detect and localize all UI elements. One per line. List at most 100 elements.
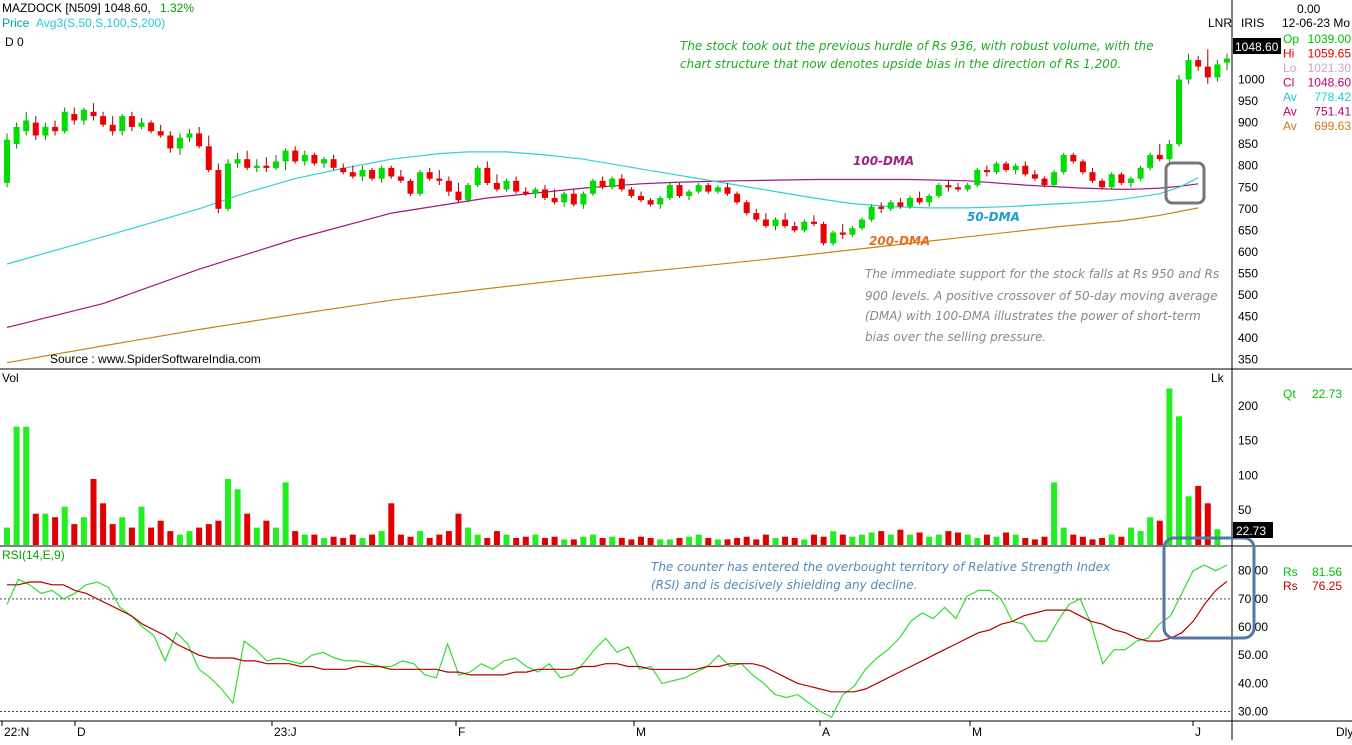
- volume-bar: [801, 539, 808, 545]
- candle: [359, 165, 366, 181]
- volume-bar: [157, 520, 164, 545]
- candle: [628, 187, 635, 199]
- volume-bar: [100, 503, 107, 545]
- volume-bar: [436, 534, 443, 545]
- qt-label: Qt: [1283, 387, 1296, 401]
- candle: [32, 116, 39, 140]
- candle: [340, 163, 347, 175]
- candle: [618, 174, 625, 192]
- candle: [647, 198, 654, 207]
- candle: [301, 150, 308, 166]
- breakout-note-line1: The stock took out the previous hurdle o…: [680, 39, 1154, 53]
- candle: [90, 103, 97, 121]
- candle: [926, 193, 933, 207]
- candle: [100, 111, 107, 127]
- candle: [964, 182, 971, 192]
- volume-bar: [1137, 531, 1144, 545]
- candle: [974, 167, 981, 188]
- volume-bar: [1070, 534, 1077, 545]
- rsi-note-line1: The counter has entered the overbought t…: [651, 560, 1111, 574]
- candle: [561, 191, 568, 207]
- candle: [474, 165, 481, 188]
- ohlc-value: 1021.30: [1308, 61, 1352, 75]
- volume-bar: [1185, 496, 1192, 545]
- candle: [196, 126, 203, 149]
- volume-bar: [734, 538, 741, 545]
- date-tick-label: M: [972, 725, 982, 739]
- volume-bar: [782, 536, 789, 545]
- candle: [570, 189, 577, 207]
- candle: [513, 176, 520, 194]
- volume-bar: [532, 534, 539, 545]
- volume-bar: [186, 531, 193, 545]
- candle: [1012, 163, 1019, 175]
- candle: [724, 182, 731, 196]
- candle: [417, 170, 424, 196]
- volume-bar: [705, 538, 712, 545]
- candle: [676, 182, 683, 199]
- dma50-label: 50-DMA: [967, 210, 1020, 224]
- candle: [388, 165, 395, 179]
- volume-bar: [638, 536, 644, 545]
- candle: [493, 174, 500, 192]
- qt-value: 22.73: [1312, 387, 1342, 401]
- candle: [1156, 144, 1163, 162]
- candle: [993, 161, 1000, 175]
- candle: [590, 178, 596, 196]
- volume-bar: [686, 536, 693, 545]
- price-tick-label: 400: [1238, 331, 1258, 345]
- candle: [811, 215, 817, 227]
- volume-bar: [1022, 538, 1029, 545]
- volume-bar: [253, 527, 260, 545]
- ohlc-label: Lo: [1283, 61, 1297, 75]
- avg-label: Avg3(S,50,S,100,S,200): [36, 16, 165, 30]
- candle: [244, 150, 251, 171]
- volume-bar: [205, 524, 212, 545]
- rsi-tick-label: 50.00: [1238, 648, 1268, 662]
- candle: [599, 176, 606, 190]
- last-volume-text: 22.73: [1236, 524, 1266, 538]
- candle: [1224, 53, 1230, 71]
- date-tick-label: 22:N: [4, 725, 29, 739]
- volume-bar: [609, 536, 616, 545]
- price-tick-label: 700: [1238, 202, 1258, 216]
- volume-bar: [90, 478, 97, 545]
- volume-bar: [417, 531, 424, 545]
- volume-bar: [1108, 534, 1115, 545]
- volume-bar: [109, 524, 116, 545]
- volume-tick-label: 200: [1238, 399, 1258, 413]
- date-tick-label: D: [77, 725, 86, 739]
- ohlc-value: 751.41: [1314, 105, 1351, 119]
- lnr-label: LNR: [1208, 16, 1232, 30]
- candle: [282, 148, 289, 171]
- candle: [666, 182, 673, 201]
- candle: [234, 152, 241, 168]
- candle: [1185, 53, 1192, 84]
- volume-bar: [474, 534, 481, 545]
- volume-bar: [138, 506, 145, 545]
- volume-bar: [13, 426, 20, 545]
- volume-bar: [993, 536, 1000, 545]
- rsi-lines: [6, 564, 1228, 719]
- candle: [916, 191, 923, 205]
- volume-bar: [234, 489, 241, 545]
- ohlc-label: Hi: [1283, 47, 1294, 61]
- volume-bar: [1156, 520, 1163, 545]
- candle: [109, 116, 116, 136]
- price-label: Price: [2, 16, 30, 30]
- candle: [1147, 152, 1154, 171]
- volume-bar: [1051, 482, 1058, 545]
- rsi-note-line2: (RSI) and is decisively shielding any de…: [651, 578, 918, 592]
- candle: [1070, 152, 1077, 164]
- ohlc-label: Cl: [1283, 76, 1294, 90]
- volume-bar: [484, 538, 491, 545]
- candle: [753, 208, 760, 222]
- candle: [551, 189, 558, 205]
- candle: [4, 133, 10, 188]
- iris-label: IRIS: [1241, 16, 1264, 30]
- volume-bar: [349, 534, 356, 545]
- volume-bar: [762, 534, 769, 545]
- volume-bar: [330, 536, 337, 545]
- candle: [1118, 172, 1125, 186]
